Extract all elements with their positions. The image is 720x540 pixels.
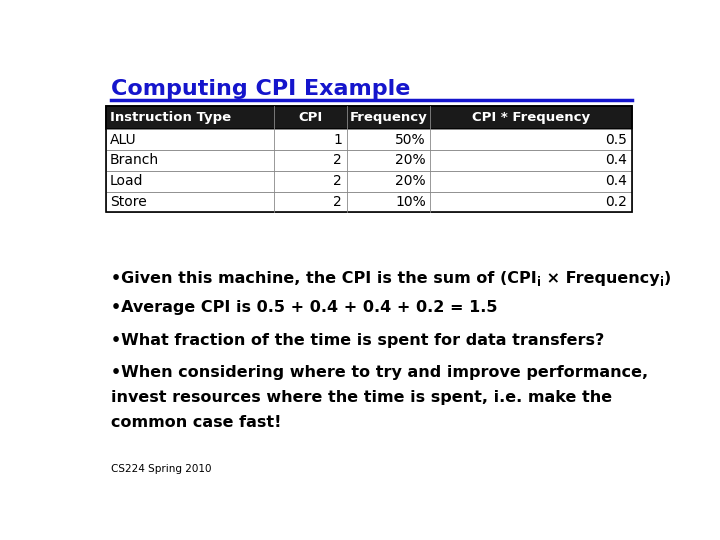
Text: ): ) bbox=[664, 271, 671, 286]
Text: 20%: 20% bbox=[395, 174, 426, 188]
Text: i: i bbox=[660, 276, 664, 289]
FancyBboxPatch shape bbox=[106, 106, 632, 129]
FancyBboxPatch shape bbox=[106, 150, 632, 171]
Text: •When considering where to try and improve performance,: •When considering where to try and impro… bbox=[111, 365, 648, 380]
Text: invest resources where the time is spent, i.e. make the: invest resources where the time is spent… bbox=[111, 390, 612, 405]
Text: 1: 1 bbox=[333, 133, 342, 147]
Text: •What fraction of the time is spent for data transfers?: •What fraction of the time is spent for … bbox=[111, 333, 605, 348]
Text: Computing CPI Example: Computing CPI Example bbox=[111, 79, 410, 99]
Text: 2: 2 bbox=[333, 153, 342, 167]
Text: i: i bbox=[537, 276, 541, 289]
FancyBboxPatch shape bbox=[106, 192, 632, 212]
Text: ALU: ALU bbox=[110, 133, 137, 147]
Text: Frequency: Frequency bbox=[350, 111, 428, 124]
Text: CPI * Frequency: CPI * Frequency bbox=[472, 111, 590, 124]
Text: 0.4: 0.4 bbox=[605, 153, 627, 167]
Text: CPI: CPI bbox=[298, 111, 323, 124]
FancyBboxPatch shape bbox=[106, 129, 632, 150]
FancyBboxPatch shape bbox=[106, 171, 632, 192]
Text: 20%: 20% bbox=[395, 153, 426, 167]
Text: 0.4: 0.4 bbox=[605, 174, 627, 188]
Text: CS224 Spring 2010: CS224 Spring 2010 bbox=[111, 464, 212, 474]
Text: 0.2: 0.2 bbox=[605, 195, 627, 209]
Text: × Frequency: × Frequency bbox=[541, 271, 660, 286]
Text: 50%: 50% bbox=[395, 133, 426, 147]
Text: 0.5: 0.5 bbox=[605, 133, 627, 147]
Text: 2: 2 bbox=[333, 174, 342, 188]
Text: •Given this machine, the CPI is the sum of (CPI: •Given this machine, the CPI is the sum … bbox=[111, 271, 537, 286]
Text: Load: Load bbox=[110, 174, 143, 188]
Text: 10%: 10% bbox=[395, 195, 426, 209]
Text: Store: Store bbox=[110, 195, 147, 209]
Text: Branch: Branch bbox=[110, 153, 159, 167]
Text: •Average CPI is 0.5 + 0.4 + 0.4 + 0.2 = 1.5: •Average CPI is 0.5 + 0.4 + 0.4 + 0.2 = … bbox=[111, 300, 498, 315]
Text: Instruction Type: Instruction Type bbox=[110, 111, 231, 124]
Text: common case fast!: common case fast! bbox=[111, 415, 282, 430]
Text: 2: 2 bbox=[333, 195, 342, 209]
